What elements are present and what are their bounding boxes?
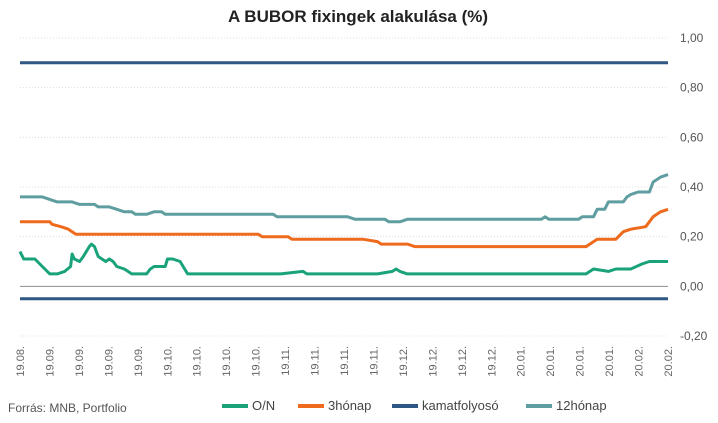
x-tick-label: 19.11. — [369, 346, 381, 376]
x-tick-label: 20.02. — [634, 346, 646, 377]
y-tick-label: 1,00 — [680, 31, 704, 45]
series-3h-nap-line — [20, 207, 669, 249]
x-tick-label: 19.10. — [251, 346, 263, 377]
legend-label-12h-nap: 12hónap — [556, 398, 607, 413]
chart-title: A BUBOR fixingek alakulása (%) — [228, 7, 488, 26]
x-tick-label: 20.01. — [545, 346, 557, 377]
x-tick-label: 19.10. — [162, 346, 174, 377]
x-tick-label: 20.01. — [604, 346, 616, 377]
y-tick-label: -0,20 — [680, 329, 708, 343]
y-tick-label: 0,60 — [680, 130, 704, 144]
source-note: Forrás: MNB, Portfolio — [8, 401, 127, 415]
x-axis: 19.08. 19.09. 19.09. 19.09. 19.09. 19.10. 19.1… — [15, 346, 675, 377]
x-tick-label: 19.12. — [427, 346, 439, 377]
legend-label-3h-nap: 3hónap — [328, 398, 371, 413]
x-tick-label: 20.02. — [663, 346, 675, 377]
legend: O/N 3hónap kamatfolyosó 12hónap — [222, 398, 607, 413]
x-tick-label: 19.10. — [192, 346, 204, 377]
x-tick-label: 19.12. — [486, 346, 498, 377]
x-tick-label: 19.11. — [339, 346, 351, 376]
grid — [20, 37, 668, 337]
y-tick-label: 0,80 — [680, 81, 704, 95]
series-lines — [18, 61, 669, 301]
x-tick-label: 19.12. — [457, 346, 469, 377]
y-tick-label: 0,00 — [680, 279, 704, 293]
x-tick-label: 20.01. — [516, 346, 528, 377]
x-tick-label: 19.11. — [280, 346, 292, 376]
legend-label-kamatfolyos-: kamatfolyosó — [422, 398, 499, 413]
x-tick-label: 20.01. — [575, 346, 587, 377]
series-12h-nap-line — [20, 173, 669, 224]
legend-label-o-n: O/N — [252, 398, 275, 413]
x-tick-label: 19.08. — [15, 346, 27, 377]
y-tick-label: 0,20 — [680, 230, 704, 244]
x-tick-label: 19.10. — [221, 346, 233, 377]
x-tick-label: 19.09. — [74, 346, 86, 377]
x-tick-label: 19.09. — [103, 346, 115, 377]
y-axis: 1,00 0,80 0,60 0,40 0,20 0,00 -0,20 — [680, 31, 708, 343]
y-tick-label: 0,40 — [680, 180, 704, 194]
x-tick-label: 19.09. — [45, 346, 57, 377]
x-tick-label: 19.12. — [398, 346, 410, 377]
x-tick-label: 19.11. — [310, 346, 322, 376]
x-tick-label: 19.09. — [133, 346, 145, 377]
series-o-n-line — [18, 242, 668, 276]
